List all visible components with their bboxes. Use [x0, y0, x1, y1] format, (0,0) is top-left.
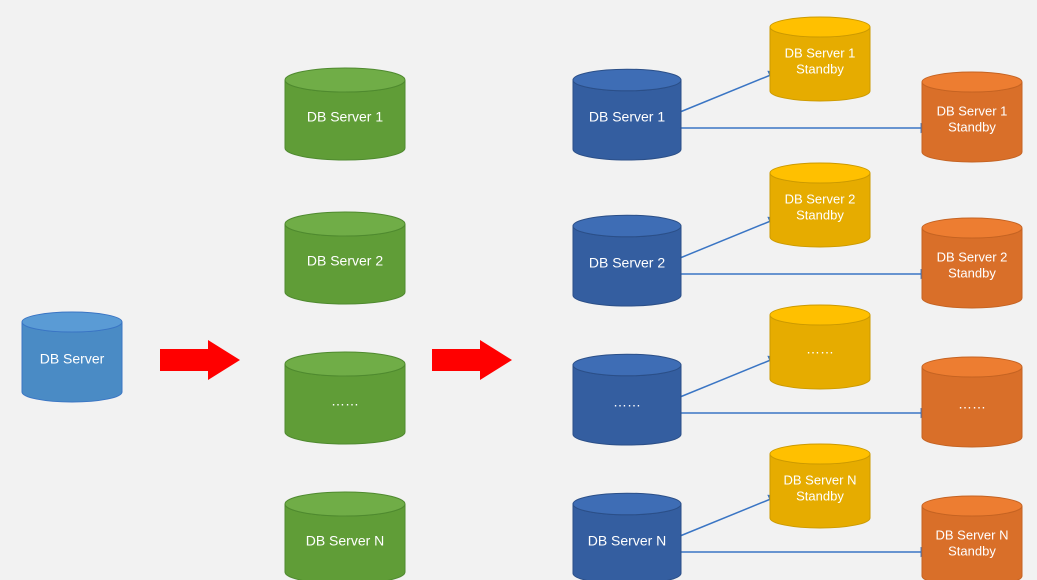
cylinder-label: DB Server N [306, 532, 385, 548]
cylinder-label: …… [331, 392, 359, 408]
cylinder-label: Standby [796, 488, 844, 503]
db-cylinder-b1: DB Server 1 [573, 69, 681, 160]
db-cylinder-y4: DB Server NStandby [770, 444, 870, 528]
db-cylinder-o2: DB Server 2Standby [922, 218, 1022, 308]
cylinder-label: DB Server 2 [937, 249, 1008, 264]
cylinder-label: …… [613, 394, 641, 410]
cylinder-label: DB Server 1 [589, 109, 665, 125]
db-cylinder-b4: DB Server N [573, 493, 681, 580]
cylinder-label: DB Server 1 [307, 108, 383, 124]
db-cylinder-g3: …… [285, 352, 405, 444]
cylinder-label: DB Server 2 [307, 252, 383, 268]
db-cylinder-g2: DB Server 2 [285, 212, 405, 304]
db-cylinder-b3: …… [573, 354, 681, 445]
cylinder-label: DB Server 1 [937, 103, 1008, 118]
cylinder-label: DB Server N [936, 527, 1009, 542]
cylinder-label: DB Server N [784, 472, 857, 487]
cylinder-label: …… [958, 396, 986, 412]
cylinder-label: DB Server 1 [785, 45, 856, 60]
db-cylinder-g1: DB Server 1 [285, 68, 405, 160]
cylinder-label: Standby [796, 61, 844, 76]
cylinder-label: DB Server 2 [785, 191, 856, 206]
db-cylinder-o3: …… [922, 357, 1022, 447]
cylinder-label: DB Server N [588, 533, 667, 549]
cylinder-label: Standby [948, 119, 996, 134]
db-cylinder-src: DB Server [22, 312, 122, 402]
diagram-canvas: DB Server DB Server 1 DB Server 2 …… DB Serv… [0, 0, 1037, 580]
cylinder-label: DB Server 2 [589, 255, 665, 271]
db-cylinder-y1: DB Server 1Standby [770, 17, 870, 101]
db-cylinder-o4: DB Server NStandby [922, 496, 1022, 580]
cylinder-label: Standby [948, 543, 996, 558]
db-cylinder-o1: DB Server 1Standby [922, 72, 1022, 162]
db-cylinder-b2: DB Server 2 [573, 215, 681, 306]
db-cylinder-y3: …… [770, 305, 870, 389]
cylinder-label: DB Server [40, 351, 105, 367]
db-cylinder-g4: DB Server N [285, 492, 405, 580]
cylinder-label: Standby [796, 207, 844, 222]
db-cylinder-y2: DB Server 2Standby [770, 163, 870, 247]
cylinder-label: Standby [948, 265, 996, 280]
cylinder-label: …… [806, 341, 834, 357]
